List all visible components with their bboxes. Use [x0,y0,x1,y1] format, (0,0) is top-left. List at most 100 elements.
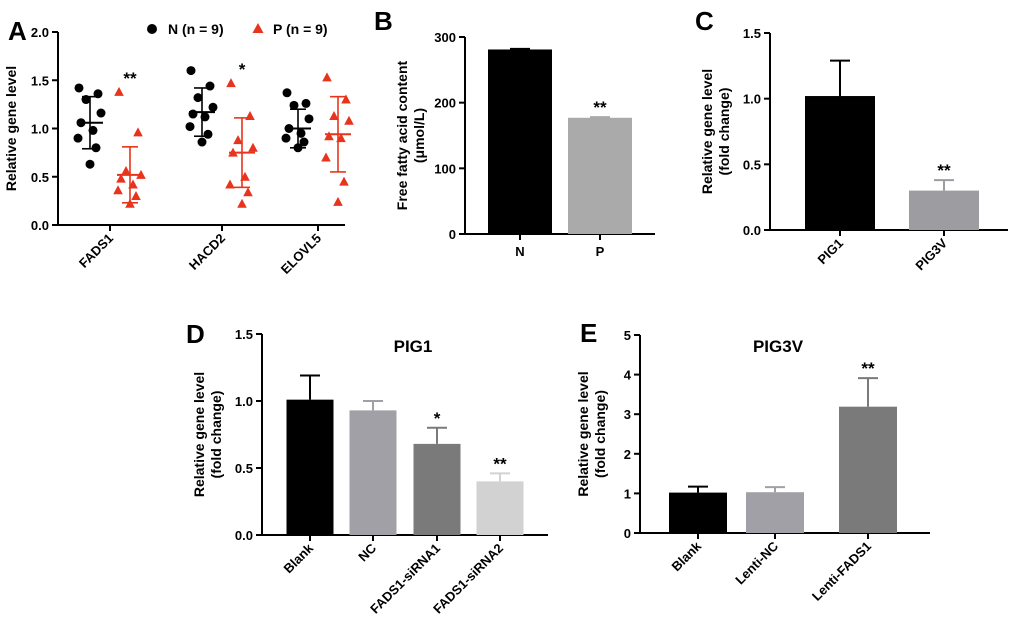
y-axis-label: Relative gene level [699,69,715,194]
bar-lenti-fads1 [839,406,897,533]
panel-title: PIG3V [753,337,804,356]
y-tick-label: 5 [624,328,631,343]
bar-p [568,117,632,234]
x-tick-label: P [596,244,605,259]
data-point-p [248,142,258,152]
x-tick-label: Lenti-NC [732,538,781,587]
significance-label: * [434,409,441,428]
data-point-p [233,135,243,145]
bar-lenti-nc [746,492,804,533]
bar-nc [349,410,397,535]
data-point-p [329,110,339,120]
panel-title: PIG1 [394,337,433,356]
y-tick-label: 0.5 [31,170,49,185]
data-point-p [237,198,247,208]
y-axis-label: Relative gene level [191,372,207,497]
legend-marker-n [147,24,157,34]
y-tick-label: 0 [624,526,631,541]
y-tick-label: 0.0 [743,223,761,238]
panel-label-c: C [695,6,714,36]
data-point-n [91,143,101,153]
x-tick-label: Blank [280,540,316,576]
x-tick-label: FADS1 [76,231,116,271]
x-tick-label: Blank [668,538,704,574]
data-point-p [341,94,351,104]
panel-label-a: A [8,16,27,46]
x-tick-label: Lenti-FADS1 [809,539,874,604]
significance-label: ** [493,454,507,473]
y-tick-label: 0 [449,227,456,242]
y-axis-label: (fold change) [592,390,608,478]
y-tick-label: 1.0 [743,92,761,107]
data-point-p [113,185,123,195]
data-point-n [301,98,311,108]
y-tick-label: 2.0 [31,25,49,40]
significance-label: ** [123,69,137,88]
y-tick-label: 1 [624,486,631,501]
panel-b-axes: 0 100 200 300 Free fatty acid content (μmol/L… [374,6,655,242]
y-axis-label: Relative gene level [575,371,591,496]
bar-n [488,49,552,234]
bar-pig1 [805,96,875,230]
panel-a-scatter: FADS1 ** HACD2 * ELOVL5 N (n = 9) P (n = 9) [73,21,354,277]
data-point-p [116,173,126,183]
bar-fads1-sirna1 [413,443,461,535]
y-axis-label: (μmol/L) [411,108,427,163]
y-tick-label: 0.5 [235,461,253,476]
data-point-p [339,176,349,186]
data-point-p [243,187,253,197]
data-point-p [133,127,143,137]
panel-a-axes: 0.0 0.5 1.0 1.5 2.0 Relative gene level A [3,16,345,233]
data-point-n [304,114,314,124]
y-tick-label: 1.0 [31,122,49,137]
y-tick-label: 0.5 [743,157,761,172]
data-point-n [96,108,106,118]
bar-blank [286,399,334,535]
data-point-p [321,152,331,162]
significance-label: * [239,60,246,79]
x-tick-label: PIG3V [912,235,950,273]
data-point-n [299,137,309,147]
x-tick-label: N [515,244,524,259]
y-axis-label: (fold change) [208,391,224,479]
data-point-p [344,115,354,125]
data-point-n [185,122,195,132]
y-tick-label: 1.5 [235,327,253,342]
y-tick-label: 0.0 [235,528,253,543]
data-point-p [225,179,235,189]
significance-label: ** [937,161,951,180]
y-axis-label: Relative gene level [3,66,19,191]
y-tick-label: 1.0 [235,394,253,409]
panel-b-bars: N P ** [488,47,632,259]
y-tick-label: 300 [434,30,456,45]
y-axis-label: (fold change) [716,88,732,176]
y-axis-label: Free fatty acid content [394,60,410,210]
data-point-n [208,102,218,112]
panel-label-e: E [580,318,597,348]
panel-c-axes: 0.0 0.5 1.0 1.5 Relative gene level (fold cha… [695,6,1008,238]
y-tick-label: 0.0 [31,218,49,233]
data-point-p [121,165,131,175]
data-point-n [85,159,95,169]
legend-label-p: P (n = 9) [273,21,328,37]
legend-marker-p [252,23,264,33]
data-point-n [282,88,292,98]
data-point-p [114,86,124,96]
bar-fads1-sirna2 [476,481,524,535]
panel-c-bars: PIG1 PIG3V ** [805,59,979,273]
y-tick-label: 100 [434,161,456,176]
y-tick-label: 1.5 [31,73,49,88]
x-tick-label: HACD2 [186,231,228,273]
data-point-p [131,191,141,201]
x-tick-label: ELOVL5 [278,231,324,277]
panel-label-b: B [374,6,393,36]
data-point-n [188,109,198,119]
legend-label-n: N (n = 9) [168,21,224,37]
y-tick-label: 3 [624,407,631,422]
significance-label: ** [861,359,875,378]
legend: N (n = 9) P (n = 9) [147,21,328,37]
data-point-p [322,72,332,82]
data-point-p [226,78,236,88]
data-point-n [289,100,299,110]
